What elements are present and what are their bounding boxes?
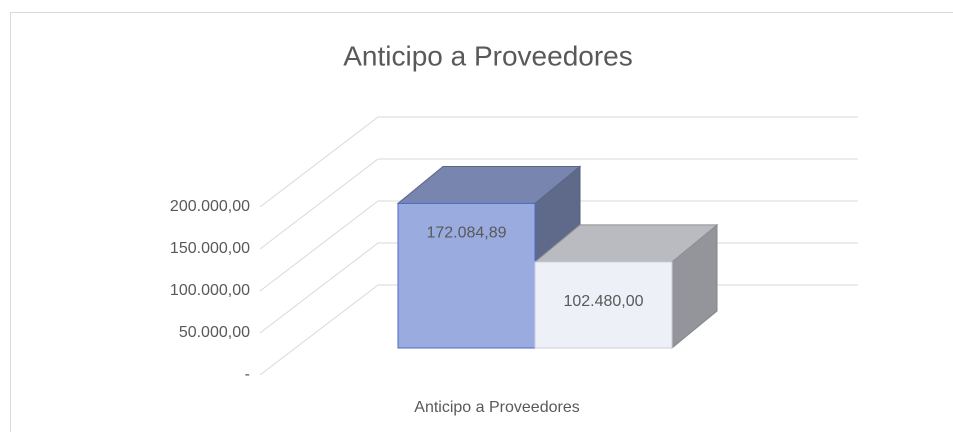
- grid-line: [259, 200, 379, 292]
- x-tick-label: Anticipo a Proveedores: [414, 399, 579, 416]
- grid-line: [259, 116, 379, 208]
- y-tick-label: 100.000,00: [170, 282, 250, 299]
- y-tick-label: 50.000,00: [179, 324, 250, 341]
- grid-line: [259, 284, 379, 376]
- data-label: 172.084,89: [426, 225, 506, 242]
- bar: [534, 261, 673, 349]
- chart-title: Anticipo a Proveedores: [343, 40, 633, 71]
- y-tick-label: 150.000,00: [170, 240, 250, 257]
- y-tick-label: 200.000,00: [170, 198, 250, 215]
- bar: [397, 202, 536, 349]
- y-tick-label: -: [245, 366, 250, 383]
- data-label: 102.480,00: [563, 293, 643, 310]
- grid-line: [259, 242, 379, 334]
- grid-line: [259, 158, 379, 250]
- chart-frame: [10, 12, 953, 432]
